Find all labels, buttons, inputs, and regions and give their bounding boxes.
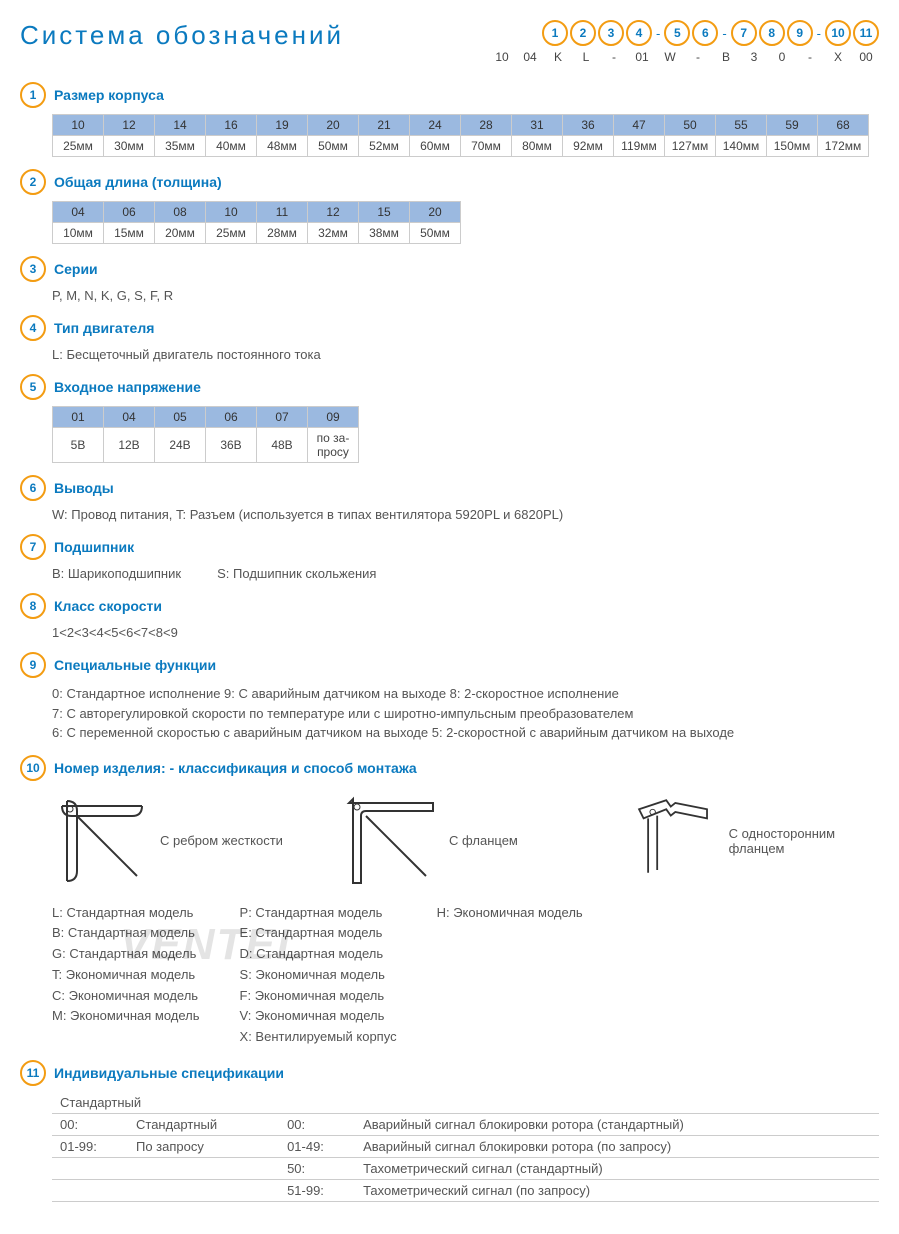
code-pos-8: 8	[759, 20, 785, 46]
section-7: 7 Подшипник B: Шарикоподшипник S: Подшипн…	[20, 534, 879, 581]
table-voltage: 0104050607095В12В24В36В48Впо за- просу	[52, 406, 359, 463]
code-key: 1234-56-789-1011 1004KL-01W-B30-X00	[489, 20, 879, 64]
section-10: 10 Номер изделия: - классификация и спосо…	[20, 755, 879, 1049]
section-3-text: P, M, N, K, G, S, F, R	[52, 288, 879, 303]
section-8-title: Класс скорости	[54, 598, 162, 614]
code-pos-5: 5	[664, 20, 690, 46]
badge-7: 7	[20, 534, 46, 560]
spec-table: Стандартный 00:Стандартный00:Аварийный с…	[52, 1092, 879, 1202]
section-8-text: 1<2<3<4<5<6<7<8<9	[52, 625, 879, 640]
section-5: 5 Входное напряжение 0104050607095В12В24В…	[20, 374, 879, 463]
code-pos-2: 2	[570, 20, 596, 46]
section-8: 8 Класс скорости 1<2<3<4<5<6<7<8<9	[20, 593, 879, 640]
section-4: 4 Тип двигателя L: Бесщеточный двигатель …	[20, 315, 879, 362]
table-length: 040608101112152010мм15мм20мм25мм28мм32мм…	[52, 201, 461, 244]
code-pos-6: 6	[692, 20, 718, 46]
code-pos-11: 11	[853, 20, 879, 46]
mount-label-3: С односторонним фланцем	[729, 826, 879, 856]
section-9-text: 0: Стандартное исполнение 9: С аварийным…	[52, 684, 879, 743]
badge-5: 5	[20, 374, 46, 400]
section-11-title: Индивидуальные спецификации	[54, 1065, 284, 1081]
code-pos-1: 1	[542, 20, 568, 46]
section-4-text: L: Бесщеточный двигатель постоянного ток…	[52, 347, 879, 362]
code-pos-3: 3	[598, 20, 624, 46]
badge-2: 2	[20, 169, 46, 195]
section-5-title: Входное напряжение	[54, 379, 201, 395]
code-pos-4: 4	[626, 20, 652, 46]
mount-model-list: L: Стандартная модельB: Стандартная моде…	[52, 903, 879, 1049]
mount-label-2: С фланцем	[449, 833, 518, 848]
badge-4: 4	[20, 315, 46, 341]
section-11: 11 Индивидуальные спецификации Стандартны…	[20, 1060, 879, 1202]
section-7-title: Подшипник	[54, 539, 134, 555]
section-6-text: W: Провод питания, T: Разъем (использует…	[52, 507, 879, 522]
section-3-title: Серии	[54, 261, 98, 277]
table-frame-size: 1012141619202124283136475055596825мм30мм…	[52, 114, 869, 157]
badge-8: 8	[20, 593, 46, 619]
section-2-title: Общая длина (толщина)	[54, 174, 222, 190]
code-pos-9: 9	[787, 20, 813, 46]
bracket-rib-icon: С ребром жесткости	[52, 791, 301, 891]
badge-6: 6	[20, 475, 46, 501]
section-6: 6 Выводы W: Провод питания, T: Разъем (ис…	[20, 475, 879, 522]
page-title: Система обозначений	[20, 20, 344, 51]
code-pos-10: 10	[825, 20, 851, 46]
badge-11: 11	[20, 1060, 46, 1086]
section-7-text: B: Шарикоподшипник S: Подшипник скольжен…	[52, 566, 879, 581]
section-1-title: Размер корпуса	[54, 87, 164, 103]
bracket-flange-icon: С фланцем	[341, 791, 590, 891]
section-6-title: Выводы	[54, 480, 114, 496]
section-9: 9 Специальные функции 0: Стандартное испо…	[20, 652, 879, 743]
mount-label-1: С ребром жесткости	[160, 833, 283, 848]
section-9-title: Специальные функции	[54, 657, 216, 673]
section-10-title: Номер изделия: - классификация и способ …	[54, 760, 417, 776]
badge-1: 1	[20, 82, 46, 108]
badge-10: 10	[20, 755, 46, 781]
section-1: 1 Размер корпуса 101214161920212428313647…	[20, 82, 879, 157]
bracket-single-flange-icon: С односторонним фланцем	[630, 791, 879, 891]
section-4-title: Тип двигателя	[54, 320, 154, 336]
code-pos-7: 7	[731, 20, 757, 46]
section-2: 2 Общая длина (толщина) 04060810111215201…	[20, 169, 879, 244]
badge-9: 9	[20, 652, 46, 678]
section-3: 3 Серии P, M, N, K, G, S, F, R	[20, 256, 879, 303]
badge-3: 3	[20, 256, 46, 282]
